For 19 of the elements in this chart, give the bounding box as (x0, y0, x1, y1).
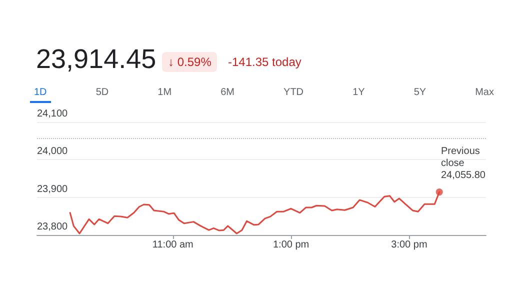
x-tick-label: 3:00 pm (391, 240, 428, 250)
chart-title: 23,914.45 (36, 44, 156, 75)
text: 5Y (412, 86, 428, 100)
y-tick-label: 24,000 (37, 146, 68, 158)
text: 1Y (352, 86, 366, 100)
x-tick-label: 11:00 am (152, 240, 194, 250)
text: ↓ 0.59% (162, 52, 218, 72)
y-tick-label: 23,900 (37, 184, 68, 195)
text: 1D (30, 85, 51, 103)
text: 1M (156, 86, 173, 100)
y-tick-label: 23,800 (37, 222, 68, 232)
ref-line-label: Previous close 24,055.80 (441, 146, 486, 182)
text: 6M (220, 86, 236, 100)
text: -141.35 today (228, 55, 302, 69)
text: 5D (94, 86, 110, 100)
text: YTD (282, 86, 305, 100)
x-tick-label: 1:00 pm (272, 240, 310, 250)
y-tick-label: 24,100 (37, 108, 68, 120)
text: Max (474, 86, 495, 100)
